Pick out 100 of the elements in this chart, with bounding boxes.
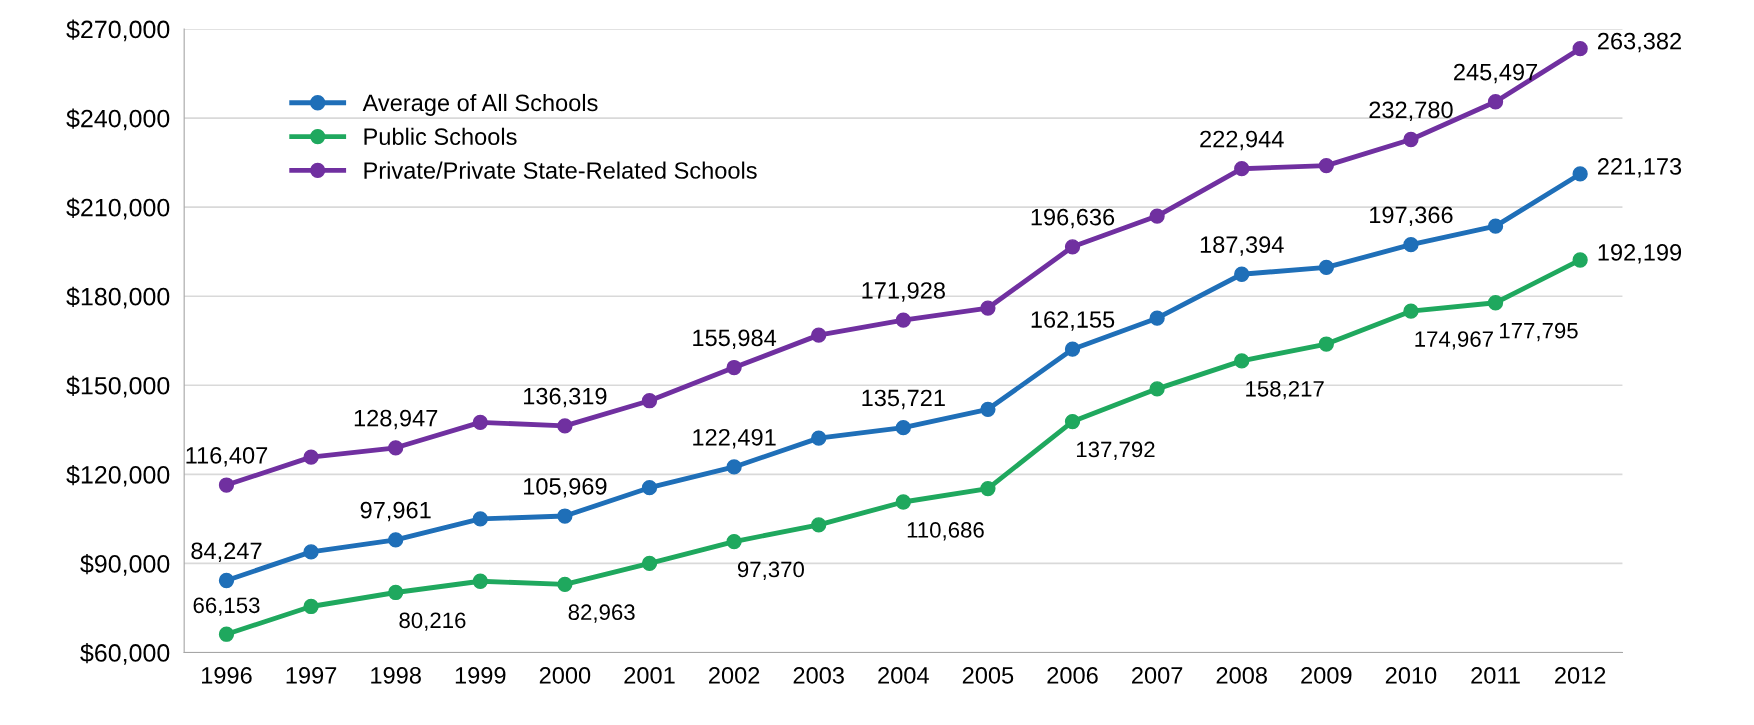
point [1572,252,1588,268]
point [726,459,742,475]
data-label: 80,216 [399,612,466,631]
data-label: 221,173 [1598,158,1682,178]
data-label: 136,319 [524,387,607,408]
data-label: 196,636 [1031,208,1115,229]
point [980,300,996,316]
y-tick-label: $210,000 [66,197,170,220]
point [388,532,404,548]
y-tick-label: $60,000 [80,643,170,665]
point [218,477,235,493]
x-tick-label: 2012 [1555,667,1606,684]
point [980,480,996,497]
data-label: 116,407 [186,446,268,467]
x-tick-label: 2006 [1047,667,1098,684]
point [1064,413,1081,430]
legend-label: Average of All Schools [362,93,598,116]
point [1318,336,1334,352]
y-tick-label: $120,000 [66,464,170,487]
x-tick-label: 2010 [1385,667,1437,684]
point [1403,237,1419,253]
data-label: 187,394 [1200,236,1284,256]
point [1318,157,1334,174]
x-tick-label: 1999 [455,667,506,684]
point [895,420,911,436]
point [472,414,488,431]
point [1318,259,1334,276]
point [1403,131,1419,148]
x-tick-label: 1996 [202,667,252,684]
x-tick-label: 2011 [1471,667,1520,684]
x-tick-label: 2002 [709,667,760,684]
point [388,440,404,456]
legend-label: Private/Private State-Related Schools [364,161,757,179]
data-label: 137,792 [1076,441,1155,460]
point [895,494,911,510]
data-label: 66,153 [193,597,260,616]
y-tick-label: $150,000 [66,375,170,398]
point [1487,295,1504,311]
data-label: 97,961 [360,501,431,522]
point [641,555,658,572]
point [811,327,827,343]
point [811,517,827,533]
x-tick-label: 2005 [962,667,1014,684]
x-tick-label: 1998 [371,667,421,684]
data-label: 263,382 [1598,32,1681,53]
point [218,626,235,642]
point [1572,166,1588,182]
x-tick-label: 2000 [539,667,591,684]
y-tick-label: $270,000 [66,19,170,42]
data-label: 158,217 [1246,380,1324,400]
point [641,393,658,409]
data-label: 122,491 [693,428,776,449]
point [1149,310,1165,326]
point [1064,341,1081,357]
data-label: 232,780 [1369,101,1453,121]
data-label: 105,969 [524,477,607,498]
point [726,533,742,550]
y-tick-label: $240,000 [66,108,170,131]
data-label: 128,947 [354,409,438,430]
x-tick-label: 1997 [286,667,337,684]
data-label: 155,984 [693,329,777,349]
point [980,401,996,417]
point [1403,303,1419,319]
x-tick-label: 2007 [1132,667,1183,684]
point [1234,161,1250,177]
point [472,573,488,589]
data-label: 84,247 [191,542,262,562]
data-label: 82,963 [568,604,635,623]
data-label: 245,497 [1454,63,1538,84]
data-label: 162,155 [1031,311,1115,331]
x-tick-label: 2008 [1216,667,1267,684]
point [557,576,573,592]
x-tick-label: 2009 [1301,667,1352,684]
data-label: 197,366 [1370,206,1453,227]
point [1487,218,1504,234]
y-tick-label: $180,000 [66,286,170,309]
point [303,449,319,465]
point [1487,94,1504,110]
point [472,511,488,527]
point [388,584,404,601]
legend-label: Public Schools [364,127,517,146]
point [303,544,319,560]
data-label: 222,944 [1200,130,1284,151]
data-label: 135,721 [862,389,945,410]
point [557,508,573,524]
x-tick-label: 2004 [878,667,929,684]
point [1064,239,1081,255]
point [726,359,742,376]
point [218,572,235,589]
y-tick-label: $90,000 [80,553,170,576]
x-tick-label: 2001 [624,667,675,684]
point [1149,208,1165,224]
point [811,430,827,446]
point [557,418,573,434]
point [1572,41,1588,57]
data-label: 171,928 [862,282,945,302]
point [1234,353,1250,369]
point [1149,381,1165,397]
point [303,598,319,615]
data-label: 174,967 [1415,331,1493,350]
